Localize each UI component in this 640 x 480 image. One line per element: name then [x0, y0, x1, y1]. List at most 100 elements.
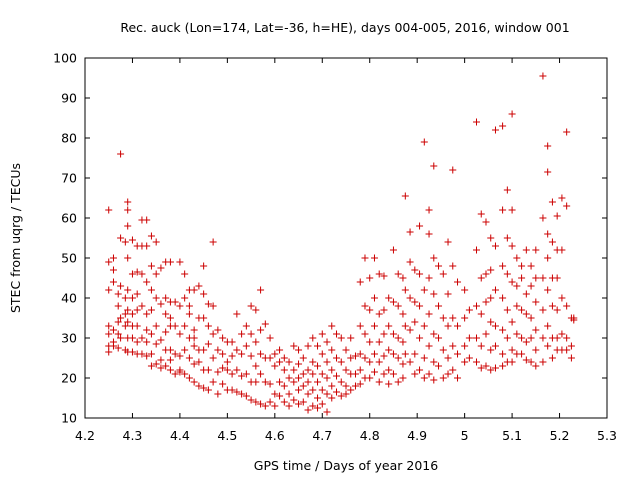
data-point: [109, 326, 117, 334]
data-point: [465, 306, 473, 314]
data-point: [425, 274, 433, 282]
data-point: [366, 274, 374, 282]
y-tick-label: 10: [61, 411, 77, 426]
data-point: [444, 290, 452, 298]
data-point: [114, 330, 122, 338]
data-point: [252, 338, 260, 346]
data-point: [124, 222, 132, 230]
data-point: [209, 330, 217, 338]
data-point: [190, 334, 198, 342]
data-point: [285, 402, 293, 410]
data-point: [406, 294, 414, 302]
data-point: [114, 290, 122, 298]
data-point: [152, 360, 160, 368]
data-point: [285, 358, 293, 366]
data-point: [105, 322, 113, 330]
data-point: [162, 310, 170, 318]
data-point: [209, 238, 217, 246]
data-point: [389, 298, 397, 306]
data-point: [328, 366, 336, 374]
data-point: [482, 218, 490, 226]
data-point: [105, 330, 113, 338]
data-point: [425, 230, 433, 238]
data-point: [342, 390, 350, 398]
data-point: [233, 388, 241, 396]
data-point: [143, 326, 151, 334]
data-point: [487, 266, 495, 274]
data-point: [399, 310, 407, 318]
data-point: [147, 330, 155, 338]
data-point: [181, 270, 189, 278]
data-point: [290, 366, 298, 374]
data-point: [128, 236, 136, 244]
data-point: [411, 370, 419, 378]
data-point: [114, 318, 122, 326]
data-point: [314, 378, 322, 386]
data-point: [361, 302, 369, 310]
data-point: [328, 382, 336, 390]
data-point: [209, 378, 217, 386]
data-point: [380, 330, 388, 338]
data-point: [342, 346, 350, 354]
data-point: [430, 358, 438, 366]
data-point: [401, 192, 409, 200]
data-point: [449, 314, 457, 322]
data-point: [233, 346, 241, 354]
data-point: [356, 350, 364, 358]
data-point: [314, 362, 322, 370]
data-point: [143, 338, 151, 346]
data-point: [389, 370, 397, 378]
data-point: [522, 310, 530, 318]
data-point: [252, 378, 260, 386]
data-point: [539, 306, 547, 314]
data-point: [499, 122, 507, 130]
data-point: [105, 348, 113, 356]
data-point: [527, 358, 535, 366]
data-point: [399, 274, 407, 282]
data-point: [454, 278, 462, 286]
data-point: [304, 390, 312, 398]
data-point: [508, 346, 516, 354]
data-point: [401, 286, 409, 294]
data-point: [176, 258, 184, 266]
data-point: [109, 278, 117, 286]
data-point: [214, 326, 222, 334]
data-point: [361, 354, 369, 362]
x-tick-label: 4.4: [170, 428, 190, 443]
data-point: [375, 270, 383, 278]
data-point: [532, 274, 540, 282]
data-point: [416, 222, 424, 230]
data-point: [473, 358, 480, 366]
x-tick-label: 5.3: [597, 428, 617, 443]
data-point: [553, 334, 561, 342]
data-point: [394, 270, 402, 278]
data-point: [508, 206, 516, 214]
data-point: [532, 346, 540, 354]
data-point: [518, 274, 526, 282]
data-point: [425, 310, 433, 318]
data-point: [219, 350, 227, 358]
data-point: [309, 370, 317, 378]
data-point: [527, 282, 535, 290]
data-point: [454, 322, 462, 330]
data-point: [133, 306, 141, 314]
data-point: [276, 358, 284, 366]
data-point: [518, 334, 526, 342]
data-point: [190, 342, 198, 350]
data-point: [439, 314, 447, 322]
data-point: [522, 356, 530, 364]
data-point: [563, 302, 571, 310]
data-point: [147, 350, 155, 358]
data-point: [252, 306, 260, 314]
data-point: [385, 366, 393, 374]
x-tick-label: 4.3: [123, 428, 143, 443]
data-point: [508, 278, 516, 286]
data-point: [477, 210, 485, 218]
data-point: [143, 216, 151, 224]
data-point: [491, 322, 499, 330]
data-point: [121, 294, 129, 302]
data-point: [430, 330, 438, 338]
data-point: [114, 344, 122, 352]
data-point: [491, 286, 499, 294]
